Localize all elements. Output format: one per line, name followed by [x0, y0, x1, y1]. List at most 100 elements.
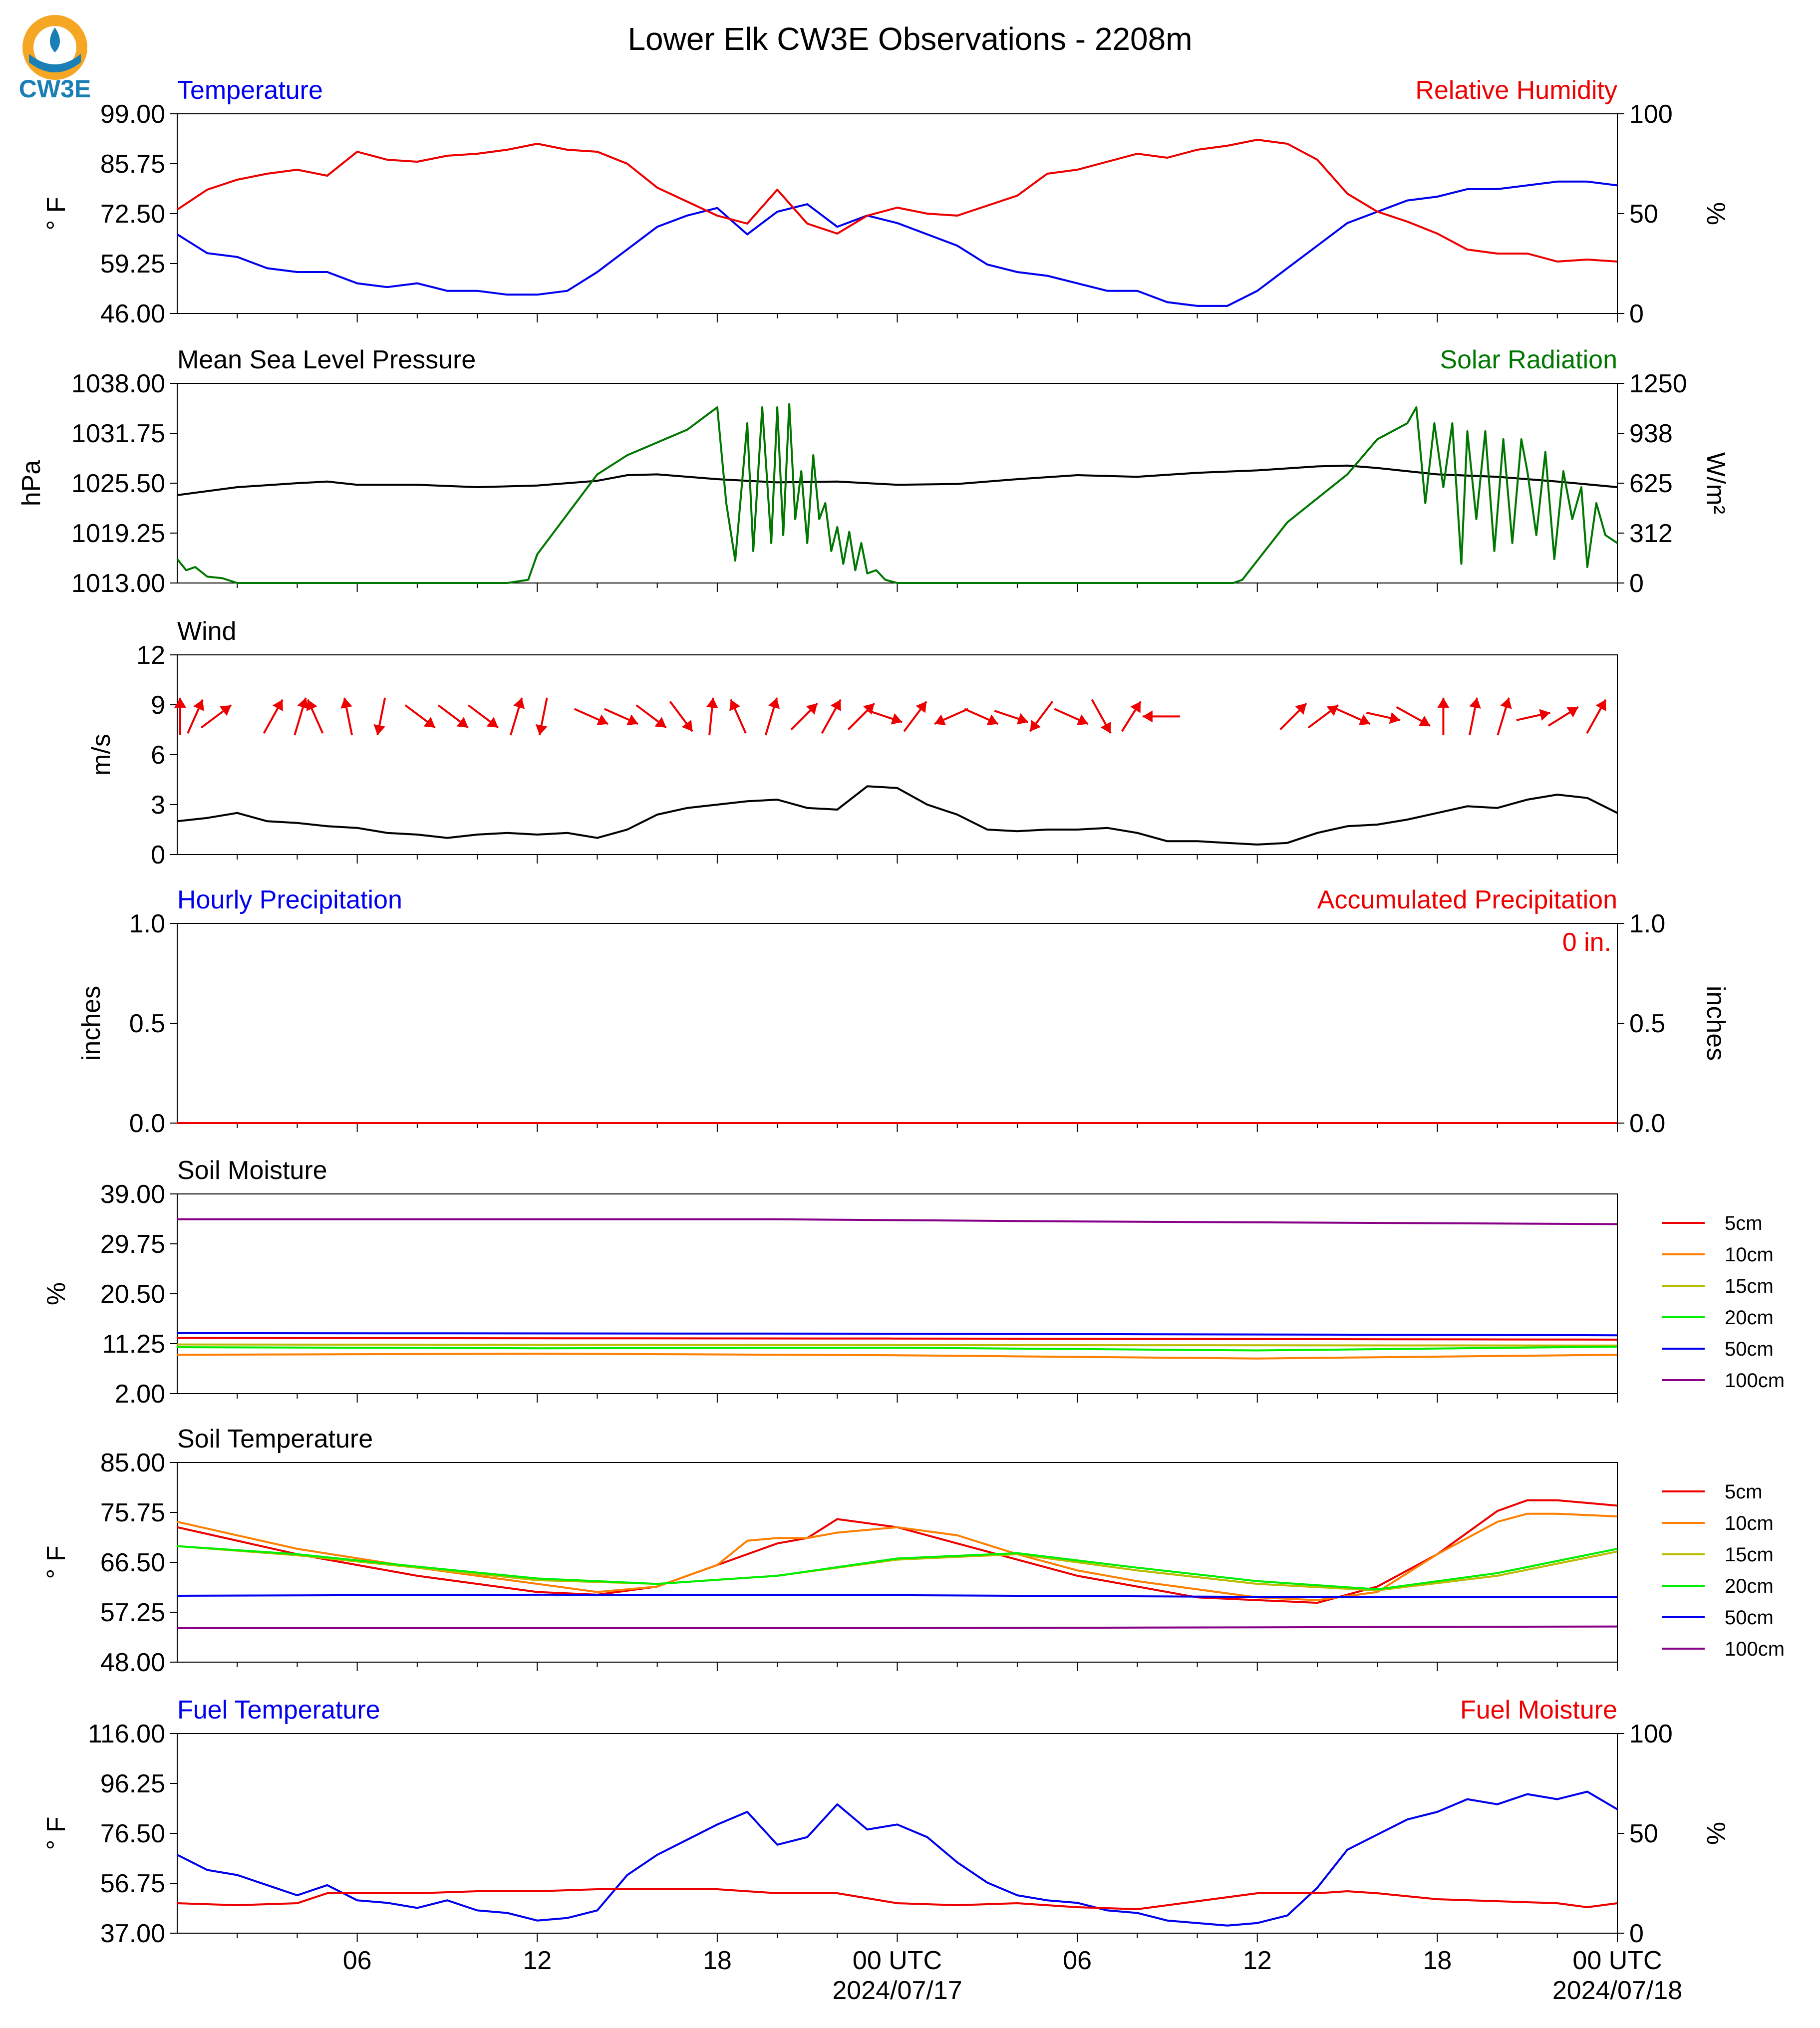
wind-arrow	[1336, 708, 1371, 726]
series-line-20cm	[177, 1345, 1618, 1352]
legend-label: 100cm	[1725, 1638, 1785, 1660]
wind-arrow-head	[272, 699, 283, 711]
y-tick-label-right: 100	[1629, 1720, 1673, 1748]
wind-arrow-head	[597, 714, 608, 726]
y-tick-label-left: 39.00	[100, 1180, 165, 1209]
wind-arrow-head	[830, 699, 841, 711]
x-tick-label: 00 UTC	[853, 1946, 942, 1975]
wind-arrow	[1497, 697, 1512, 736]
logo-wave	[29, 54, 81, 72]
x-tick-label: 06	[343, 1946, 372, 1975]
wind-arrow	[635, 704, 667, 729]
wind-arrow-head	[1539, 709, 1550, 721]
y-tick-label-right: 0.5	[1629, 1009, 1665, 1038]
wind-arrow-head	[486, 717, 499, 728]
y-tick-label-left: 116.00	[88, 1720, 165, 1748]
wind-arrow-head	[1358, 714, 1370, 726]
y-tick-label-right: 312	[1629, 519, 1673, 548]
y-tick-label-left: 96.25	[100, 1769, 165, 1798]
wind-arrow-head	[654, 717, 666, 728]
wind-arrow-head	[373, 724, 385, 735]
wind-arrow	[903, 701, 927, 732]
wind-arrow	[294, 697, 309, 736]
wind-arrow-head	[1566, 707, 1578, 718]
y-tick-label-left: 2.00	[115, 1380, 165, 1409]
y-axis-label-left: m/s	[87, 734, 116, 776]
x-tick-label: 18	[703, 1946, 732, 1975]
wind-arrow	[1437, 697, 1450, 735]
wind-arrow	[1121, 701, 1142, 732]
x-tick-label: 12	[523, 1946, 552, 1975]
y-tick-label-left: 59.25	[100, 250, 165, 279]
wind-arrow-head	[1142, 710, 1153, 723]
legend-label: 10cm	[1725, 1512, 1774, 1534]
y-tick-label-left: 29.75	[100, 1230, 165, 1259]
y-tick-label-left: 48.00	[100, 1648, 165, 1677]
y-tick-label-right: 50	[1629, 200, 1658, 229]
wind-arrow-head	[513, 697, 525, 709]
legend-label: 15cm	[1725, 1544, 1774, 1566]
x-tick-date-label: 2024/07/17	[832, 1976, 962, 2005]
x-tick-label: 12	[1243, 1946, 1272, 1975]
y-tick-label-left: 1038.00	[71, 369, 165, 398]
logo-ring	[22, 15, 87, 80]
wind-arrow	[764, 697, 780, 736]
plot-frame	[177, 654, 1618, 855]
y-tick-label-right: 1.0	[1629, 909, 1665, 938]
wind-arrow-head	[1295, 703, 1307, 715]
y-axis-label-left: %	[42, 1282, 71, 1305]
wind-arrow-head	[219, 705, 232, 716]
series-line-1	[177, 785, 1618, 846]
wind-arrow	[340, 697, 353, 736]
wind-arrow-head	[297, 697, 309, 709]
panel-title-right: Fuel Moisture	[1460, 1696, 1617, 1725]
panel-7: 116.00 96.25 76.50 56.75 37.00 100 50 0 Fuel Tem…	[42, 1696, 1730, 1948]
wind-arrow	[535, 697, 548, 736]
series-line-10cm	[177, 1353, 1618, 1360]
wind-arrow-head	[1595, 699, 1606, 711]
wind-arrow-head	[1100, 721, 1111, 734]
precip-annotation: 0 in.	[1562, 928, 1611, 957]
wind-arrow-head	[891, 713, 903, 725]
y-tick-label-left: 56.75	[100, 1869, 165, 1898]
figure-title: Lower Elk CW3E Observations - 2208m	[627, 21, 1192, 57]
y-axis-label-right: %	[1701, 1822, 1730, 1845]
wind-arrow-head	[1389, 712, 1400, 724]
legend-label: 20cm	[1725, 1575, 1774, 1597]
y-tick-label-left: 76.50	[100, 1819, 165, 1848]
series-line-20cm	[177, 1545, 1618, 1591]
series-line-1	[177, 1790, 1618, 1927]
series-line-10cm	[177, 1512, 1618, 1601]
y-tick-label-left: 75.75	[100, 1498, 165, 1527]
logo-text: CW3E	[19, 75, 91, 103]
legend-label: 10cm	[1725, 1244, 1774, 1266]
x-tick-label: 18	[1423, 1946, 1452, 1975]
y-tick-label-left: 11.25	[102, 1330, 165, 1359]
wind-arrow-head	[626, 714, 638, 726]
wind-arrow-head	[535, 724, 548, 735]
legend-label: 50cm	[1725, 1338, 1774, 1360]
panel-title-left: Temperature	[177, 76, 323, 105]
y-axis-label-left: hPa	[17, 460, 46, 507]
panel-title-left: Soil Moisture	[177, 1156, 327, 1185]
y-tick-label-left: 0	[151, 841, 165, 869]
wind-arrow	[729, 699, 747, 734]
plot-frame	[177, 383, 1618, 583]
legend-label: 100cm	[1725, 1370, 1785, 1392]
y-tick-label-right: 0	[1629, 299, 1644, 328]
y-tick-label-left: 46.00	[100, 299, 165, 328]
series-line-50cm	[177, 1593, 1617, 1598]
wind-arrow-head	[193, 699, 204, 711]
y-axis-label-left: inches	[77, 986, 106, 1061]
y-tick-label-left: 12	[136, 641, 165, 670]
y-axis-label-right: W/m²	[1701, 452, 1730, 514]
y-tick-label-left: 6	[151, 741, 165, 770]
panel-5: 39.00 29.75 20.50 11.25 2.00 Soil Moisture% 5c…	[42, 1156, 1785, 1409]
y-tick-label-right: 50	[1629, 1819, 1658, 1848]
legend-label: 5cm	[1725, 1212, 1763, 1234]
y-tick-label-right: 0	[1629, 569, 1644, 598]
wind-arrow-head	[986, 714, 998, 726]
series-line-50cm	[177, 1332, 1618, 1337]
wind-arrow-head	[1030, 720, 1041, 732]
